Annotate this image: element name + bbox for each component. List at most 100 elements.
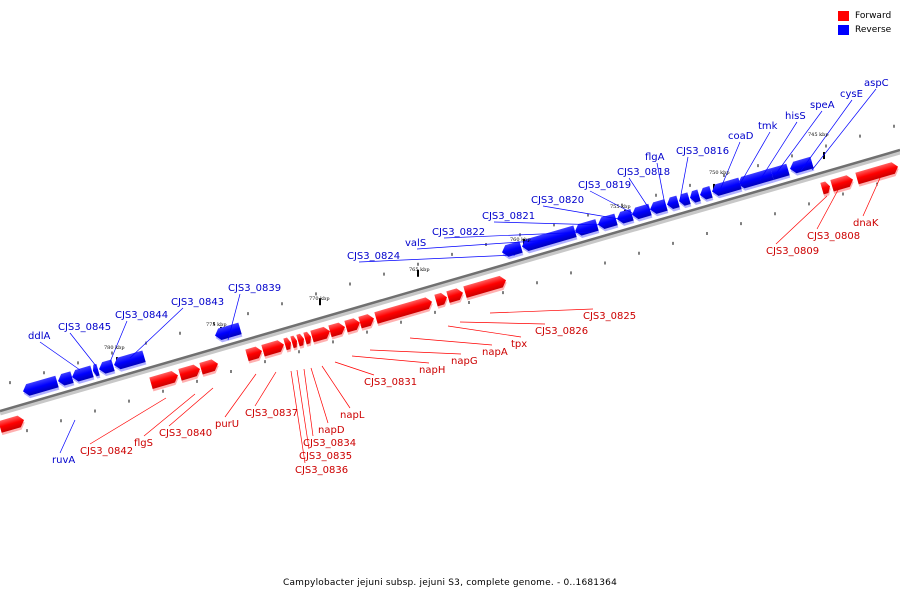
leader-reverse — [719, 141, 741, 191]
forward-gene-5 — [434, 292, 448, 309]
leader-forward — [459, 321, 546, 325]
forward-gene-14 — [283, 337, 292, 353]
gene-arrow — [650, 199, 668, 214]
gene-label-reverse: CJS3_0816 — [676, 146, 729, 157]
legend-label-forward: Forward — [855, 11, 892, 21]
leader-reverse — [739, 131, 771, 185]
gene-label-forward: napH — [419, 365, 445, 376]
gene-label-reverse: CJS3_0820 — [531, 195, 584, 206]
gene-label-forward: CJS3_0831 — [364, 377, 417, 388]
leader-forward — [447, 325, 522, 338]
gene-label-reverse: cysE — [840, 89, 863, 100]
reverse-gene-13 — [522, 225, 578, 254]
reverse-gene-18 — [93, 363, 101, 379]
gene-arrow — [855, 162, 899, 185]
label-leader-lines — [39, 88, 881, 464]
gene-arrow — [830, 175, 854, 192]
leader-reverse — [416, 239, 551, 250]
leader-forward — [489, 308, 594, 314]
leader-reverse — [542, 205, 626, 221]
leader-reverse — [109, 320, 128, 363]
forward-gene-0 — [855, 162, 899, 187]
gene-arrow — [114, 350, 146, 370]
gene-label-reverse: flgA — [645, 152, 665, 163]
reverse-gene-6 — [679, 192, 692, 209]
gene-arrow — [303, 331, 311, 345]
legend-label-reverse: Reverse — [855, 25, 892, 35]
gene-label-forward: CJS3_0834 — [303, 438, 356, 449]
gene-label-reverse: CJS3_0824 — [347, 251, 400, 262]
leader-forward — [296, 369, 310, 450]
gene-label-forward: flgS — [134, 438, 153, 449]
gene-label-reverse: CJS3_0845 — [58, 322, 111, 333]
gene-arrow — [700, 186, 713, 200]
genome-backbone-shadow — [0, 149, 900, 416]
legend-item-reverse: Reverse — [838, 23, 891, 37]
gene-arrow — [712, 177, 742, 196]
leader-forward — [351, 355, 430, 364]
forward-gene-12 — [296, 333, 305, 349]
gene-label-forward: CJS3_0809 — [766, 246, 819, 257]
leader-reverse — [656, 162, 666, 206]
reverse-gene-17 — [99, 359, 116, 377]
leader-reverse — [679, 156, 689, 201]
forward-gene-16 — [245, 346, 263, 364]
gene-label-reverse: speA — [810, 100, 835, 111]
forward-gene-19 — [149, 371, 179, 392]
forward-swatch — [838, 11, 849, 21]
gene-arrow — [245, 346, 262, 362]
gene-arrow — [58, 371, 74, 386]
gene-label-forward: napA — [482, 347, 508, 358]
leader-reverse — [227, 293, 241, 341]
gene-arrow — [93, 363, 100, 377]
leader-forward — [290, 370, 306, 464]
gene-label-forward: CJS3_0808 — [807, 231, 860, 242]
scale-label: 775 kbp — [206, 322, 227, 328]
gene-arrow — [690, 189, 701, 203]
gene-label-reverse: CJS3_0821 — [482, 211, 535, 222]
gene-label-reverse: ddlA — [28, 331, 50, 342]
reverse-gene-19 — [72, 365, 95, 384]
scale-label: 760 kbp — [510, 237, 531, 243]
reverse-gene-2 — [738, 168, 775, 191]
leader-forward — [224, 373, 257, 418]
gene-arrow — [0, 415, 24, 433]
leader-forward — [775, 195, 828, 245]
gene-label-reverse: CJS3_0818 — [617, 167, 670, 178]
forward-gene-4 — [446, 288, 464, 306]
leader-forward — [310, 367, 329, 424]
gene-arrow — [199, 359, 218, 375]
gene-arrow — [434, 292, 448, 307]
gene-label-reverse: CJS3_0839 — [228, 283, 281, 294]
gene-arrow — [463, 275, 507, 298]
gene-arrow — [178, 364, 200, 381]
gene-arrow — [23, 375, 59, 396]
leader-forward — [334, 361, 375, 376]
leader-forward — [143, 393, 196, 437]
leader-reverse — [59, 419, 76, 454]
gene-arrow — [679, 192, 691, 206]
gene-label-reverse: valS — [405, 238, 426, 249]
scale-label: 755 kbp — [610, 204, 631, 210]
scale-label: 745 kbp — [808, 132, 829, 138]
gene-arrow — [296, 333, 304, 347]
gene-label-forward: CJS3_0825 — [583, 311, 636, 322]
leader-forward — [862, 177, 881, 217]
forward-gene-1 — [830, 175, 854, 194]
scale-label: 780 kbp — [104, 345, 125, 351]
gene-label-reverse: CJS3_0843 — [171, 297, 224, 308]
gene-label-forward: purU — [215, 419, 239, 430]
leader-forward — [816, 189, 839, 230]
gene-label-reverse: CJS3_0822 — [432, 227, 485, 238]
gene-label-forward: CJS3_0837 — [245, 408, 298, 419]
gene-arrow — [522, 225, 577, 251]
gene-arrow — [261, 340, 285, 357]
forward-gene-10 — [310, 326, 331, 345]
gene-arrow — [283, 337, 291, 351]
leader-reverse — [493, 221, 606, 226]
reverse-gene-21 — [23, 375, 60, 399]
forward-gene-15 — [261, 340, 285, 359]
